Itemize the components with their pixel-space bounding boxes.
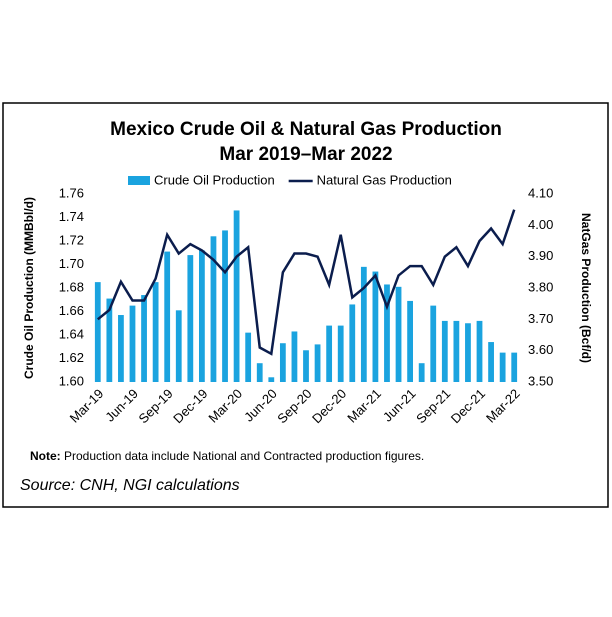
y-tick-label: 1.74 [59, 209, 84, 224]
x-tick-label: Dec-20 [309, 386, 349, 426]
legend-label: Crude Oil Production [154, 172, 275, 187]
x-tick-label: Jun-21 [380, 386, 419, 425]
bar [291, 331, 298, 382]
y-tick-label: 1.70 [59, 256, 84, 271]
bar [360, 266, 367, 382]
bar [476, 320, 483, 382]
y-tick-label: 1.72 [59, 232, 84, 247]
bar [349, 304, 356, 382]
bar [337, 325, 344, 382]
bar [106, 298, 113, 382]
y-tick-label: 1.76 [59, 185, 84, 200]
bar [222, 230, 228, 382]
x-tick-label: Mar-22 [483, 386, 523, 426]
x-tick-label: Sep-19 [135, 386, 175, 426]
bar [303, 350, 309, 382]
source: Source: CNH, NGI calculations [20, 477, 240, 494]
x-tick-label: Jun-20 [241, 386, 280, 425]
x-tick-label: Mar-19 [67, 386, 107, 426]
bar [418, 363, 425, 382]
bar [164, 251, 171, 382]
y2-tick-label: 3.80 [528, 279, 553, 294]
x-tick-label: Mar-20 [205, 386, 245, 426]
bar [453, 320, 460, 382]
bar [245, 332, 252, 382]
legend-swatch [128, 176, 150, 185]
bar [441, 320, 448, 382]
x-tick-label: Dec-21 [448, 386, 488, 426]
bar [268, 377, 275, 382]
bar [279, 343, 286, 382]
bar [372, 271, 379, 382]
legend-label: Natural Gas Production [317, 172, 452, 187]
x-tick-label: Dec-19 [170, 386, 210, 426]
bar [488, 342, 494, 382]
bar [118, 315, 124, 382]
chart-title: Mexico Crude Oil & Natural Gas Productio… [110, 119, 502, 140]
y-tick-label: 1.64 [59, 326, 84, 341]
bar [384, 284, 390, 382]
bar [210, 236, 217, 382]
bar [430, 305, 437, 382]
y2-tick-label: 4.10 [528, 185, 553, 200]
line [96, 209, 516, 356]
bar [499, 352, 506, 382]
bar [152, 282, 159, 382]
y-tick-label: 1.62 [59, 350, 84, 365]
y2-axis-title: NatGas Production (Bcf/d) [579, 213, 593, 363]
chart-subtitle: Mar 2019–Mar 2022 [219, 144, 392, 165]
frame [2, 102, 609, 508]
y-tick-label: 1.68 [59, 279, 84, 294]
y2-tick-label: 3.60 [528, 342, 553, 357]
bar [314, 344, 321, 382]
bar [199, 250, 205, 382]
note-label: Note: [30, 449, 61, 463]
bar [187, 255, 194, 382]
x-tick-label: Sep-21 [413, 386, 453, 426]
bar [395, 286, 402, 382]
bar [326, 325, 333, 382]
x-tick-label: Sep-20 [274, 386, 314, 426]
y-tick-label: 1.60 [59, 373, 84, 388]
bar [256, 363, 263, 382]
bar [233, 210, 240, 382]
y-axis-title: Crude Oil Production (MMBbl/d) [22, 197, 36, 379]
bar [407, 300, 413, 382]
bar [465, 323, 471, 382]
y2-tick-label: 3.50 [528, 373, 553, 388]
x-tick-label: Jun-19 [102, 386, 141, 425]
y2-tick-label: 3.90 [528, 248, 553, 263]
note: Production data include National and Con… [64, 449, 424, 463]
bar [141, 295, 147, 382]
bar [511, 352, 518, 382]
bar [94, 282, 101, 382]
x-tick-label: Mar-21 [344, 386, 384, 426]
bar [129, 305, 136, 382]
y2-tick-label: 3.70 [528, 311, 553, 326]
y-tick-label: 1.66 [59, 303, 84, 318]
y2-tick-label: 4.00 [528, 217, 553, 232]
bar [175, 310, 182, 382]
